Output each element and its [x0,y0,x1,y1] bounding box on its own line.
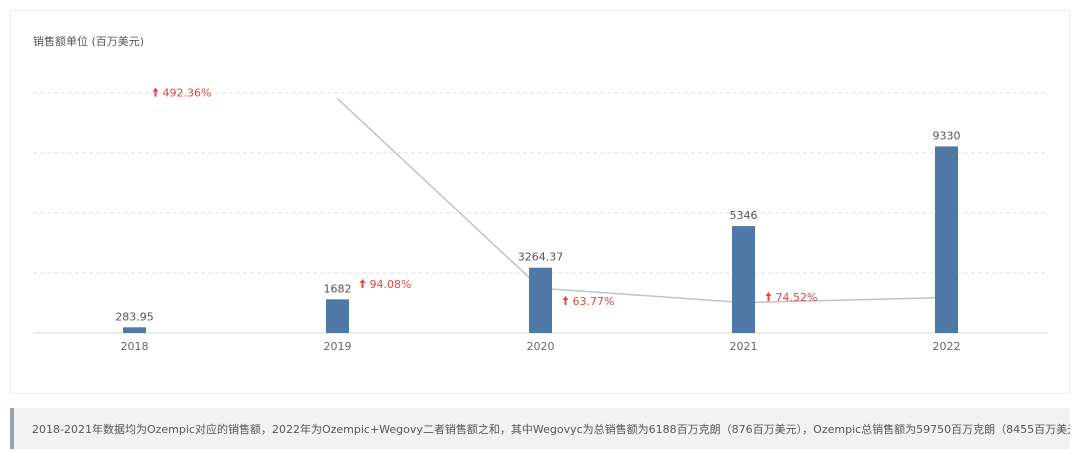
x-tick-label: 2021 [730,340,758,353]
footnote: 2018-2021年数据均为Ozempic对应的销售额，2022年为Ozempi… [10,408,1070,449]
value-label: 9330 [933,129,961,142]
growth-line-path [336,98,947,304]
growth-label-text: 63.77% [573,295,615,308]
sales-chart: 销售额单位 (百万美元) 283.95 2018 1682 2019 3264.37 20… [33,34,1048,353]
bars [123,146,958,333]
up-arrow-icon [152,87,159,97]
growth-label-text: 492.36% [163,87,212,100]
chart-card: 销售额单位 (百万美元) 283.95 2018 1682 2019 3264.37 20… [10,10,1070,394]
growth-label: 63.77% [562,295,615,308]
value-label: 3264.37 [518,251,564,264]
x-tick-label: 2022 [933,340,961,353]
up-arrow-icon [359,279,366,288]
bar-2020 [529,267,552,333]
value-label: 1682 [324,282,352,295]
value-label: 283.95 [115,310,154,323]
value-label: 5346 [730,209,758,222]
growth-line [336,98,947,304]
up-arrow-icon [765,292,772,301]
growth-label-text: 94.08% [370,278,412,291]
x-tick-label: 2018 [121,340,149,353]
x-tick-label: 2020 [527,340,555,353]
growth-label: 94.08% [359,278,412,291]
up-arrow-icon [562,296,569,305]
bar-2021 [732,226,755,333]
labels: 283.95 2018 1682 2019 3264.37 2020 5346 2021 933… [115,87,960,353]
growth-label: 74.52% [765,291,818,304]
bar-2018 [123,327,146,333]
growth-label-text: 74.52% [776,291,818,304]
x-tick-label: 2019 [324,340,352,353]
bar-2019 [326,299,349,333]
bar-2022 [935,146,958,333]
growth-label: 492.36% [152,87,212,100]
chart-title: 销售额单位 (百万美元) [33,34,144,48]
